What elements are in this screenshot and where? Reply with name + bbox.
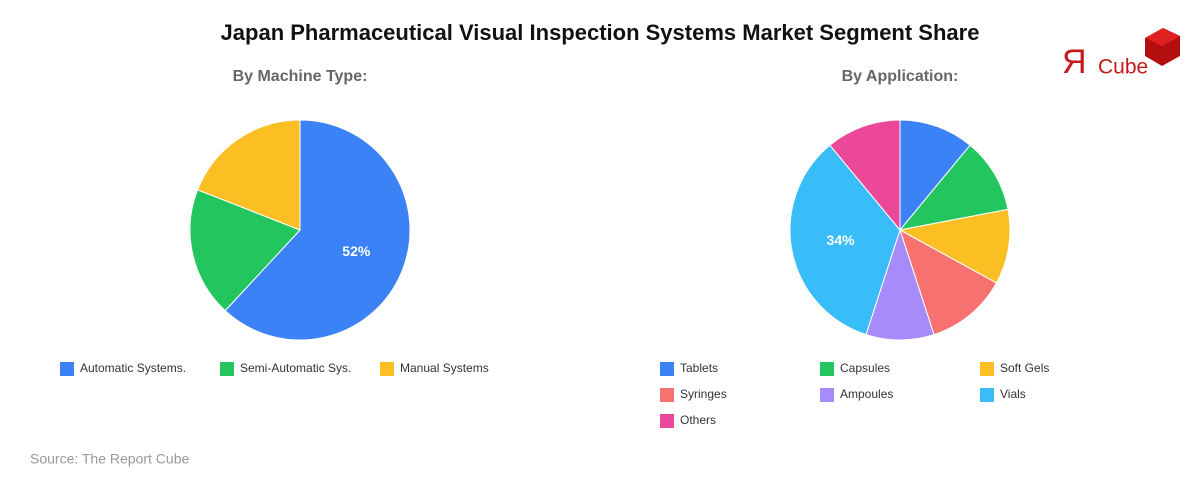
- legend-swatch: [820, 362, 834, 376]
- pie-slice: [899, 119, 971, 232]
- legend-label: Soft Gels: [1000, 361, 1049, 375]
- legend-label: Capsules: [840, 361, 890, 375]
- pie-slice: [196, 119, 301, 231]
- legend-label: Manual Systems: [400, 361, 489, 375]
- pie-slice: [898, 144, 1009, 231]
- legend-label: Others: [680, 413, 716, 427]
- page-title: Japan Pharmaceutical Visual Inspection S…: [221, 20, 980, 45]
- value-label: 34%: [827, 232, 856, 248]
- chart-title: By Machine Type:: [233, 68, 368, 85]
- legend-label: Syringes: [680, 387, 727, 401]
- legend-swatch: [660, 388, 674, 402]
- pie-slice: [189, 189, 301, 312]
- value-label: 52%: [342, 243, 371, 259]
- logo-mark: Я: [1062, 43, 1087, 81]
- legend-swatch: [660, 414, 674, 428]
- legend-swatch: [380, 362, 394, 376]
- logo-text: Cube: [1098, 56, 1148, 79]
- pie-slice: [789, 144, 901, 336]
- legend-label: Tablets: [680, 361, 718, 375]
- pie-slice: [224, 119, 411, 341]
- logo: Я Cube: [1062, 28, 1180, 81]
- source: Source: The Report Cube: [30, 451, 189, 467]
- chart-title: By Application:: [842, 68, 959, 85]
- pie-slice: [899, 228, 998, 336]
- legend-label: Ampoules: [840, 387, 893, 401]
- legend-label: Semi-Automatic Sys.: [240, 361, 351, 375]
- legend-swatch: [220, 362, 234, 376]
- legend-swatch: [980, 362, 994, 376]
- legend-swatch: [820, 388, 834, 402]
- legend-swatch: [60, 362, 74, 376]
- logo-cube-top: [1145, 28, 1180, 46]
- legend-label: Vials: [1000, 387, 1026, 401]
- legend-swatch: [660, 362, 674, 376]
- pie-slice: [898, 208, 1011, 284]
- legend-swatch: [980, 388, 994, 402]
- pie-slice: [829, 119, 901, 232]
- legend-label: Automatic Systems.: [80, 361, 186, 375]
